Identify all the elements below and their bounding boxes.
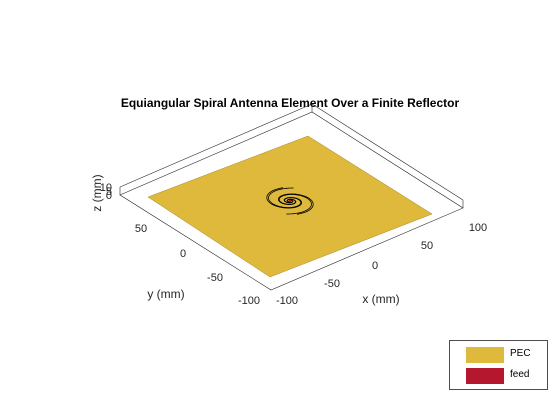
- spiral-arm-2-edge: [268, 187, 302, 208]
- x-tick-label: -100: [276, 295, 298, 307]
- axes-box: [119, 103, 464, 291]
- y-tick-label: 0: [180, 248, 186, 260]
- figure-title: Equiangular Spiral Antenna Element Over …: [121, 96, 460, 110]
- spiral-antenna: [266, 187, 314, 215]
- x-axis-label: x (mm): [362, 292, 399, 306]
- x-tick-label: 100: [469, 222, 487, 234]
- legend: PEC feed: [449, 340, 548, 390]
- feed-point: [288, 199, 292, 203]
- z-tick-label: 0: [106, 190, 112, 202]
- y-tick-label: -100: [238, 295, 260, 307]
- legend-label-feed: feed: [510, 369, 530, 380]
- z-tick-label: 10: [100, 182, 112, 194]
- pec-swatch: [466, 347, 504, 363]
- y-axis-label: y (mm): [147, 287, 184, 301]
- x-tick-label: -50: [324, 278, 340, 290]
- z-axis-label: z (mm): [90, 174, 104, 211]
- z-tick-labels: 0 5 10: [100, 182, 112, 202]
- x-tick-label: 0: [372, 260, 378, 272]
- spiral-arm-1-edge: [278, 194, 312, 215]
- x-tick-label: 50: [421, 240, 433, 252]
- z-tick-label: 5: [106, 186, 112, 198]
- legend-label-pec: PEC: [510, 348, 531, 359]
- y-tick-label: 50: [135, 223, 147, 235]
- y-tick-label: -50: [207, 272, 223, 284]
- feed-swatch: [466, 368, 504, 384]
- pec-reflector-plate: [147, 135, 433, 278]
- y-tick-labels: -100 -50 0 50: [135, 223, 260, 307]
- x-tick-labels: -100 -50 0 50 100: [276, 222, 487, 307]
